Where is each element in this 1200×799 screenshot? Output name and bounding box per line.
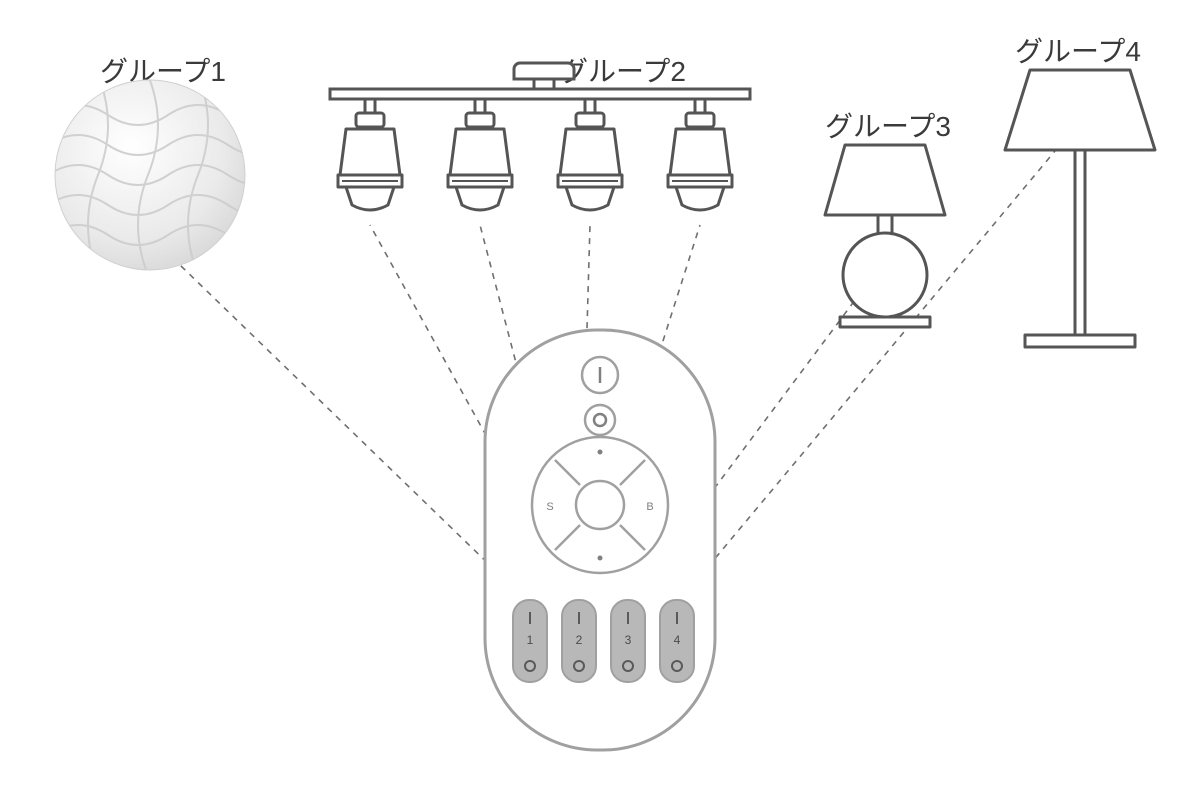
group-button-4[interactable]: 4: [660, 600, 694, 682]
dpad-center[interactable]: [576, 481, 624, 529]
svg-text:S: S: [546, 501, 553, 513]
svg-text:3: 3: [625, 633, 632, 647]
diagram-stage: グループ1 グループ2 グループ3 グループ4: [0, 0, 1200, 799]
group-button-2[interactable]: 2: [562, 600, 596, 682]
ceiling-4spot-icon: [310, 55, 770, 245]
floor-lamp-icon: [995, 60, 1165, 360]
remote-control-icon: S B 1 2 3 4: [470, 320, 730, 760]
table-lamp-icon: [810, 135, 960, 355]
group-button-1[interactable]: 1: [513, 600, 547, 682]
svg-text:4: 4: [674, 633, 681, 647]
power-off-button[interactable]: [585, 405, 615, 435]
group-button-3[interactable]: 3: [611, 600, 645, 682]
svg-text:B: B: [646, 501, 653, 513]
svg-text:1: 1: [527, 633, 534, 647]
svg-text:2: 2: [576, 633, 583, 647]
pendant-lamp-icon: [48, 75, 253, 280]
